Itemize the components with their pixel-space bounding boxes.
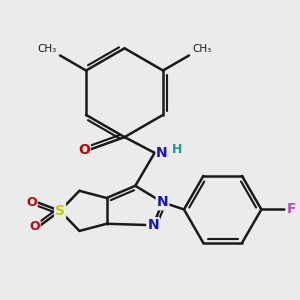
Text: S: S — [55, 204, 65, 218]
Text: H: H — [172, 143, 182, 156]
Text: N: N — [156, 146, 168, 160]
Text: N: N — [147, 218, 159, 232]
Text: CH₃: CH₃ — [37, 44, 56, 54]
Text: F: F — [287, 202, 296, 216]
Text: O: O — [78, 143, 90, 157]
Text: O: O — [26, 196, 37, 209]
Text: N: N — [157, 195, 168, 209]
Text: CH₃: CH₃ — [193, 44, 212, 54]
Text: O: O — [29, 220, 40, 233]
